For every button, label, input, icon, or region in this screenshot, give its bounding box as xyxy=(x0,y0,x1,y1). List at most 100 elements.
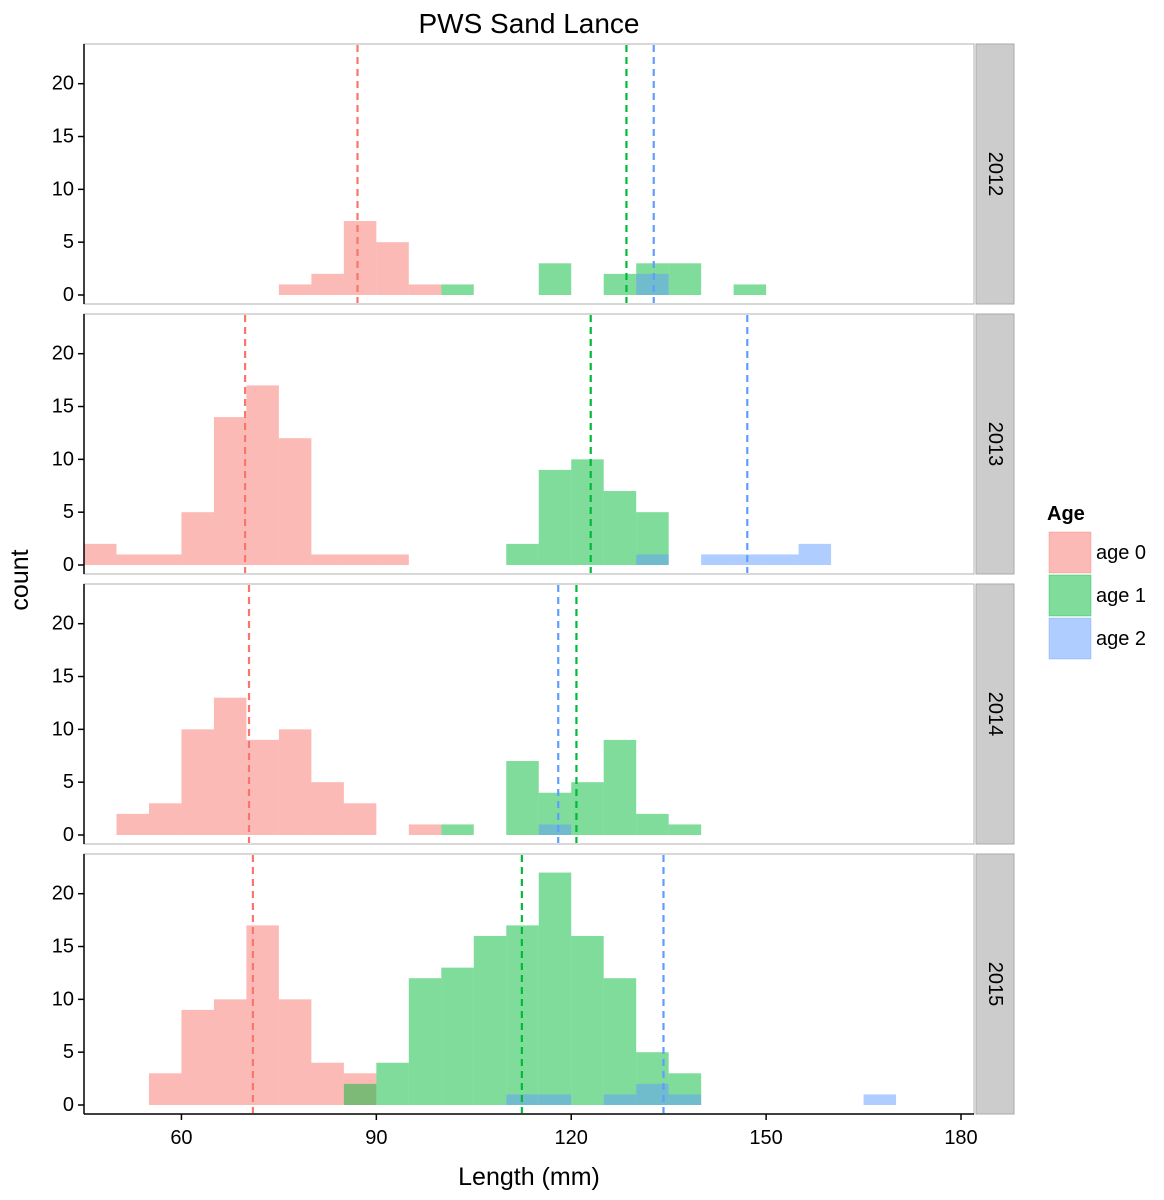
facet-strip-label: 2015 xyxy=(984,962,1006,1007)
histogram-bar-age-0 xyxy=(376,242,409,295)
histogram-bar-age-2 xyxy=(636,1083,669,1105)
y-tick-label: 20 xyxy=(52,613,74,635)
histogram-bar-age-0 xyxy=(148,1073,182,1105)
histogram-bar-age-0 xyxy=(213,697,247,835)
histogram-bar-age-0 xyxy=(376,554,409,565)
histogram-bar-age-1 xyxy=(636,813,669,835)
histogram-bar-age-1 xyxy=(408,978,442,1105)
histogram-bar-age-1 xyxy=(668,824,702,835)
y-tick-label: 5 xyxy=(63,231,74,253)
y-tick-label: 15 xyxy=(52,396,74,418)
facet-panel-2014: 2014 0 5 10 15 20 xyxy=(52,583,1015,846)
y-tick-label: 5 xyxy=(63,1041,74,1063)
y-tick-label: 0 xyxy=(63,1094,74,1116)
y-tick-label: 20 xyxy=(52,343,74,365)
histogram-bar-age-0 xyxy=(278,284,312,295)
histogram-bar-age-0 xyxy=(343,221,377,295)
facet-panels: 2012051015202013051015202014051015202015… xyxy=(52,43,1015,1116)
histogram-bar-age-1 xyxy=(506,761,539,835)
facet-strip xyxy=(975,313,1015,575)
histogram-bar-age-1 xyxy=(376,1062,409,1105)
histogram-bar-age-0 xyxy=(246,739,279,835)
histogram-bar-age-2 xyxy=(798,543,832,565)
histogram-bar-age-2 xyxy=(636,273,669,295)
histogram-bar-age-1 xyxy=(603,739,637,835)
legend-title: Age xyxy=(1047,503,1085,525)
histogram-bar-age-2 xyxy=(863,1094,897,1105)
legend-key-age-0 xyxy=(1048,531,1092,574)
histogram-bar-age-1 xyxy=(473,935,507,1105)
histogram-bar-age-0 xyxy=(116,813,149,835)
y-tick-label: 10 xyxy=(52,448,74,470)
x-tick-label: 150 xyxy=(749,1127,782,1149)
histogram-bar-age-0 xyxy=(311,554,344,565)
y-tick-label: 0 xyxy=(63,824,74,846)
histogram-bar-age-0 xyxy=(181,512,214,565)
x-tick-label: 60 xyxy=(170,1127,192,1149)
histogram-bar-age-2 xyxy=(733,554,767,565)
histogram-bar-age-2 xyxy=(603,1094,637,1105)
histogram-bar-age-0 xyxy=(408,284,442,295)
y-tick-label: 20 xyxy=(52,73,74,95)
histogram-bar-age-1 xyxy=(733,284,767,295)
legend-label-age-2: age 2 xyxy=(1096,628,1146,650)
x-tick-label: 180 xyxy=(944,1127,977,1149)
legend-key-age-1 xyxy=(1048,574,1092,617)
y-tick-label: 0 xyxy=(63,284,74,306)
y-tick-label: 10 xyxy=(52,178,74,200)
facet-panel-2015: 2015 0 5 10 15 20 xyxy=(52,853,1015,1116)
y-tick-label: 5 xyxy=(63,771,74,793)
facet-strip-label: 2013 xyxy=(984,422,1006,467)
facet-panel-2013: 2013 0 5 10 15 20 xyxy=(52,313,1015,576)
histogram-bar-age-2 xyxy=(538,824,572,835)
x-tick-label: 90 xyxy=(365,1127,387,1149)
facet-strip xyxy=(975,853,1015,1115)
histogram-bar-age-0 xyxy=(311,782,344,835)
y-tick-label: 10 xyxy=(52,988,74,1010)
y-tick-label: 15 xyxy=(52,666,74,688)
chart-title: PWS Sand Lance xyxy=(418,8,639,39)
histogram-bar-age-0 xyxy=(311,273,344,295)
histogram-bar-age-0 xyxy=(246,385,279,565)
y-axis-title: count xyxy=(6,549,34,610)
histogram-bar-age-1 xyxy=(343,1083,377,1105)
y-tick-label: 5 xyxy=(63,501,74,523)
facet-strip-label: 2014 xyxy=(984,692,1006,737)
histogram-bar-age-0 xyxy=(343,803,377,835)
histogram-bar-age-0 xyxy=(343,554,377,565)
histogram-bar-age-0 xyxy=(278,729,312,835)
y-tick-label: 20 xyxy=(52,883,74,905)
histogram-bar-age-0 xyxy=(246,925,279,1105)
histogram-bar-age-1 xyxy=(603,978,637,1105)
histogram-bar-age-1 xyxy=(571,459,604,565)
facet-panel-2012: 2012 0 5 10 15 20 xyxy=(52,43,1015,306)
legend-key-age-2 xyxy=(1048,617,1092,660)
histogram-bar-age-0 xyxy=(278,999,312,1105)
panel-background xyxy=(83,43,975,305)
histogram-bar-age-1 xyxy=(668,263,702,295)
facet-strip-label: 2012 xyxy=(984,152,1006,197)
histogram-bar-age-1 xyxy=(571,935,604,1105)
histogram-bar-age-1 xyxy=(603,491,637,565)
histogram-bar-age-1 xyxy=(441,284,474,295)
histogram-bar-age-0 xyxy=(278,438,312,565)
histogram-bar-age-0 xyxy=(84,543,117,565)
legend-label-age-0: age 0 xyxy=(1096,542,1146,564)
histogram-bar-age-0 xyxy=(311,1062,344,1105)
y-tick-label: 15 xyxy=(52,936,74,958)
histogram-bar-age-1 xyxy=(538,872,572,1105)
x-axis-title: Length (mm) xyxy=(458,1163,600,1191)
y-tick-label: 15 xyxy=(52,126,74,148)
y-tick-label: 0 xyxy=(63,554,74,576)
histogram-bar-age-1 xyxy=(603,273,637,295)
histogram-bar-age-2 xyxy=(538,1094,572,1105)
histogram-bar-age-0 xyxy=(148,803,182,835)
y-tick-label: 10 xyxy=(52,718,74,740)
histogram-bar-age-1 xyxy=(441,967,474,1105)
histogram-bar-age-2 xyxy=(636,554,669,565)
histogram-bar-age-2 xyxy=(668,1094,702,1105)
x-tick-label: 120 xyxy=(555,1127,588,1149)
histogram-bar-age-0 xyxy=(213,417,247,565)
